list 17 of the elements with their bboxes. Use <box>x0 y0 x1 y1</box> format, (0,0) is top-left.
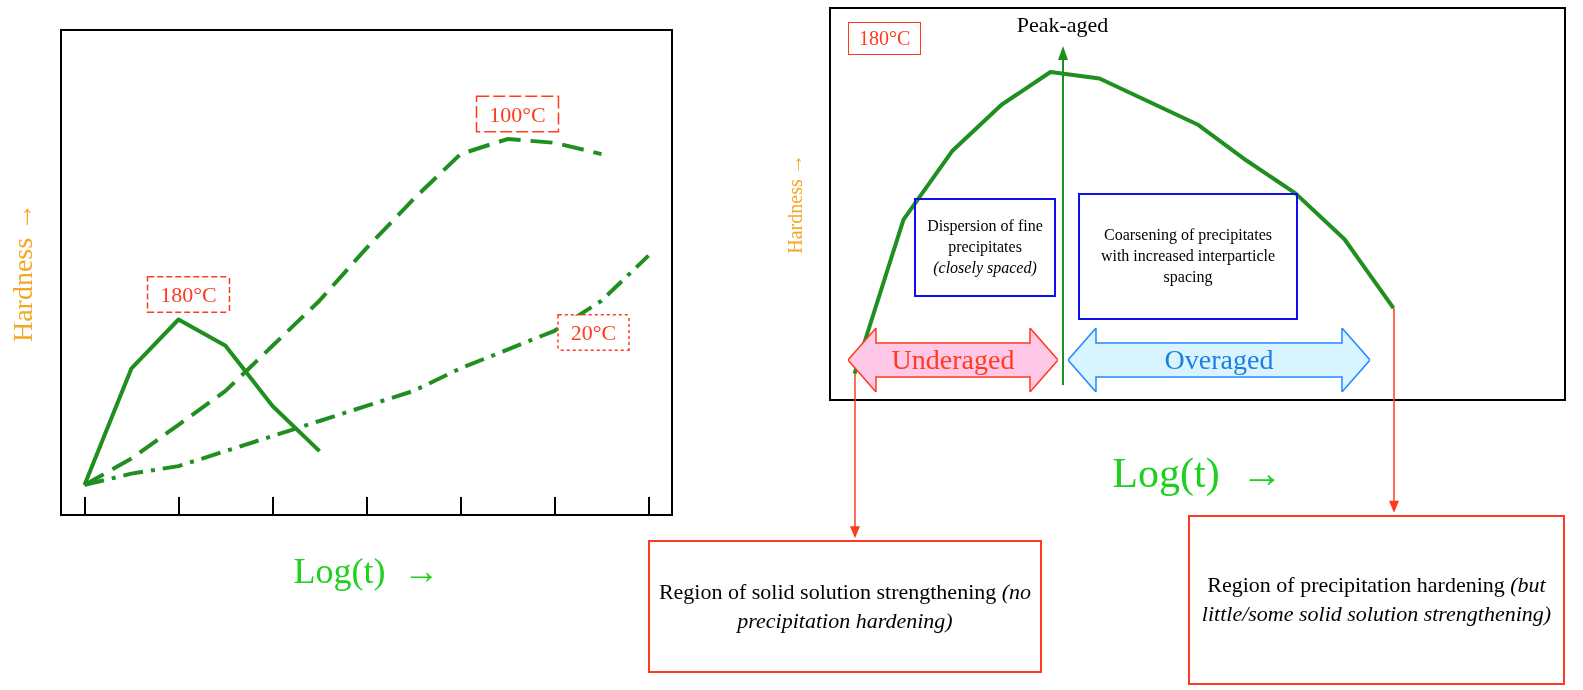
text: 180°C <box>859 27 911 49</box>
series-label: 100°C <box>489 101 546 127</box>
y-axis-title: Hardness → <box>6 202 38 343</box>
text: Peak-aged <box>1016 11 1109 37</box>
annotation: Underaged <box>891 344 1015 376</box>
series-label: 20°C <box>570 320 617 346</box>
x-axis-title: Log(t) → <box>293 551 440 591</box>
annotation: Dispersion of fine precipitates (closely spaced) <box>927 217 1043 276</box>
text-box: Region of solid solution strengthening (no precipitation hardening) <box>648 540 1042 673</box>
text-box: Coarsening of precipitates with increased interparticle spacing <box>1078 193 1298 320</box>
text-box: Dispersion of fine precipitates (closely spaced) <box>914 198 1056 297</box>
series-label: 180°C <box>160 282 217 307</box>
annotation: Coarsening of precipitates with increased interparticle spacing <box>1100 226 1276 285</box>
x-axis-title: Log(t) → <box>1112 450 1283 497</box>
text-box: Region of precipitation hardening (but little/some solid solution strengthening) <box>1188 515 1565 685</box>
y-axis-title: Hardness → <box>784 154 806 254</box>
annotation: Overaged <box>1164 344 1274 376</box>
